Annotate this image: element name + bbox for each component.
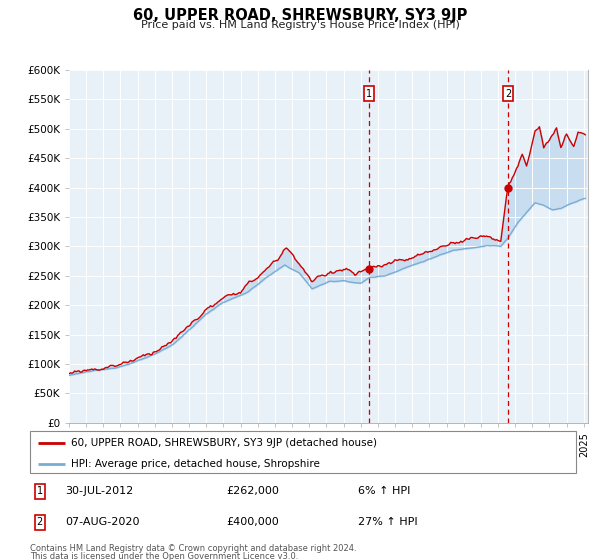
Text: HPI: Average price, detached house, Shropshire: HPI: Average price, detached house, Shro… <box>71 459 320 469</box>
Text: 60, UPPER ROAD, SHREWSBURY, SY3 9JP (detached house): 60, UPPER ROAD, SHREWSBURY, SY3 9JP (det… <box>71 437 377 447</box>
Text: £400,000: £400,000 <box>227 517 280 528</box>
Text: 1: 1 <box>366 88 372 99</box>
Text: Price paid vs. HM Land Registry's House Price Index (HPI): Price paid vs. HM Land Registry's House … <box>140 20 460 30</box>
Text: £262,000: £262,000 <box>227 487 280 497</box>
Text: 07-AUG-2020: 07-AUG-2020 <box>65 517 140 528</box>
FancyBboxPatch shape <box>30 431 576 473</box>
Text: 30-JUL-2012: 30-JUL-2012 <box>65 487 134 497</box>
Text: 2: 2 <box>37 517 43 528</box>
Text: 27% ↑ HPI: 27% ↑ HPI <box>358 517 417 528</box>
Text: 6% ↑ HPI: 6% ↑ HPI <box>358 487 410 497</box>
Text: 2: 2 <box>505 88 511 99</box>
Text: 1: 1 <box>37 487 43 497</box>
Text: 60, UPPER ROAD, SHREWSBURY, SY3 9JP: 60, UPPER ROAD, SHREWSBURY, SY3 9JP <box>133 8 467 24</box>
Text: Contains HM Land Registry data © Crown copyright and database right 2024.: Contains HM Land Registry data © Crown c… <box>30 544 356 553</box>
Text: This data is licensed under the Open Government Licence v3.0.: This data is licensed under the Open Gov… <box>30 552 298 560</box>
